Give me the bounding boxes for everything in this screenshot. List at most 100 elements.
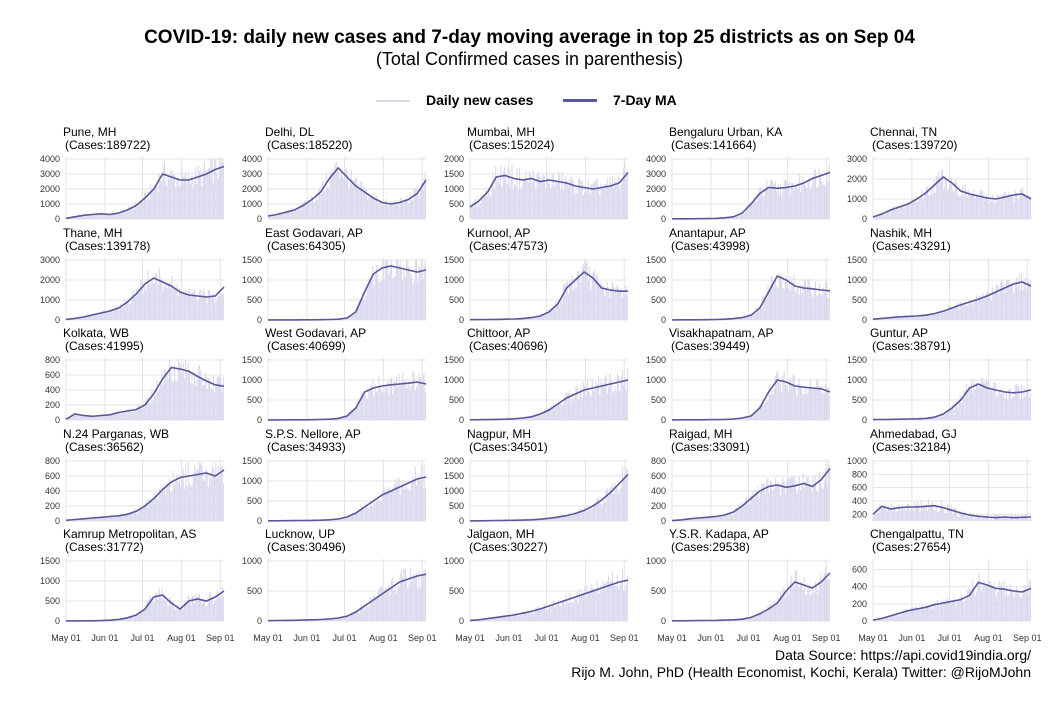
x-tick-label: May 01 xyxy=(657,633,687,643)
y-tick-label: 400 xyxy=(651,486,666,496)
chart-subtitle: (Total Confirmed cases in parenthesis) xyxy=(375,49,684,69)
y-tick-label: 500 xyxy=(449,199,464,209)
y-tick-label: 800 xyxy=(45,355,60,365)
panel-cases: (Cases:27654) xyxy=(872,540,951,554)
y-tick-label: 400 xyxy=(45,486,60,496)
y-tick-label: 2000 xyxy=(40,275,60,285)
y-tick-label: 4000 xyxy=(40,154,60,164)
panel: Thane, MH(Cases:139178) 0 1000 2000 3000 xyxy=(40,226,225,325)
panel-title: Kolkata, WB xyxy=(63,326,129,340)
y-tick-label: 0 xyxy=(661,616,666,626)
panel-title: Kamrup Metropolitan, AS xyxy=(63,527,196,541)
y-tick-label: 1500 xyxy=(444,169,464,179)
y-tick-label: 600 xyxy=(651,471,666,481)
y-tick-label: 1000 xyxy=(40,576,60,586)
ma-line xyxy=(672,171,831,220)
y-tick-label: 600 xyxy=(45,471,60,481)
panel-cases: (Cases:43998) xyxy=(671,239,750,253)
ma-line xyxy=(469,473,629,522)
y-tick-label: 1500 xyxy=(242,255,262,265)
panel-cases: (Cases:30496) xyxy=(267,540,346,554)
y-tick-label: 400 xyxy=(852,582,867,592)
y-tick-label: 1000 xyxy=(242,275,262,285)
panel: Jalgaon, MH(Cases:30227) 0 500 1000 May 01 Ju… xyxy=(444,527,639,643)
ma-line xyxy=(268,381,427,421)
y-tick-label: 0 xyxy=(862,315,867,325)
panel-title: Chittoor, AP xyxy=(467,326,530,340)
ma-line xyxy=(65,469,225,522)
y-tick-label: 1000 xyxy=(444,486,464,496)
y-tick-label: 200 xyxy=(852,599,867,609)
y-tick-label: 1000 xyxy=(847,375,867,385)
y-tick-label: 2000 xyxy=(444,456,464,466)
y-tick-label: 500 xyxy=(651,295,666,305)
panel: Pune, MH(Cases:189722) 0 1000 2000 3000 4000 xyxy=(40,125,225,224)
legend-swatch-ma xyxy=(563,99,597,102)
y-tick-label: 1000 xyxy=(242,199,262,209)
y-tick-label: 1500 xyxy=(646,255,666,265)
panel-title: S.P.S. Nellore, AP xyxy=(265,427,361,441)
y-tick-label: 0 xyxy=(459,616,464,626)
ma-line xyxy=(267,573,427,622)
panel-cases: (Cases:29538) xyxy=(671,540,750,554)
data-source-note: Data Source: https://api.covid19india.or… xyxy=(571,647,1031,681)
panel-title: Guntur, AP xyxy=(870,326,928,340)
panel-cases: (Cases:40696) xyxy=(469,339,548,353)
ma-line xyxy=(671,379,831,421)
panel-title: Chengalpattu, TN xyxy=(870,527,964,541)
y-tick-label: 0 xyxy=(862,616,867,626)
panel: Nagpur, MH(Cases:34501) 0 500 1000 1500 2000 xyxy=(444,427,629,526)
y-tick-label: 1000 xyxy=(444,556,464,566)
legend-label-daily: Daily new cases xyxy=(426,92,534,108)
panel-title: East Godavari, AP xyxy=(265,226,363,240)
x-tick-label: Aug 01 xyxy=(369,633,398,643)
panel-title: Delhi, DL xyxy=(265,125,315,139)
panel-cases: (Cases:47573) xyxy=(469,239,548,253)
panel-title: Visakhapatnam, AP xyxy=(669,326,774,340)
y-tick-label: 500 xyxy=(449,586,464,596)
x-tick-label: May 01 xyxy=(858,633,888,643)
panel: Ahmedabad, GJ(Cases:32184) 200 400 600 800 10… xyxy=(847,427,1032,521)
x-tick-label: Sep 01 xyxy=(408,633,437,643)
x-tick-label: Jul 01 xyxy=(736,633,760,643)
panel-title: Nashik, MH xyxy=(870,226,932,240)
panel-title: Anantapur, AP xyxy=(669,226,746,240)
panel-cases: (Cases:189722) xyxy=(65,138,150,152)
chart-title: COVID-19: daily new cases and 7-day movi… xyxy=(144,27,915,48)
y-tick-label: 500 xyxy=(449,395,464,405)
legend-label-ma: 7-Day MA xyxy=(613,92,677,108)
ma-line xyxy=(469,379,629,421)
ma-line xyxy=(872,281,1032,320)
ma-line xyxy=(267,166,427,217)
panel-title: N.24 Parganas, WB xyxy=(63,427,169,441)
y-tick-label: 1500 xyxy=(444,255,464,265)
y-tick-label: 1000 xyxy=(242,556,262,566)
ma-line xyxy=(469,171,629,208)
ma-line xyxy=(872,504,1032,519)
y-tick-label: 3000 xyxy=(40,255,60,265)
y-tick-label: 1000 xyxy=(847,456,867,466)
y-tick-label: 2000 xyxy=(40,184,60,194)
panel: Kurnool, AP(Cases:47573) 0 500 1000 1500 xyxy=(444,226,628,325)
ma-line xyxy=(671,274,831,321)
y-tick-label: 0 xyxy=(661,516,666,526)
y-tick-label: 0 xyxy=(55,516,60,526)
panel: Bengaluru Urban, KA(Cases:141664) 0 1000 20… xyxy=(646,125,831,224)
y-tick-label: 500 xyxy=(852,395,867,405)
y-tick-label: 500 xyxy=(247,496,262,506)
panel: Chittoor, AP(Cases:40696) 0 500 1000 1500 xyxy=(444,326,629,425)
panel-cases: (Cases:152024) xyxy=(469,138,554,152)
y-tick-label: 1000 xyxy=(646,199,666,209)
panel-cases: (Cases:41995) xyxy=(65,339,144,353)
panel: Raigad, MH(Cases:33091) 0 200 400 600 800 xyxy=(651,427,831,526)
y-tick-label: 0 xyxy=(257,516,262,526)
panel-title: Pune, MH xyxy=(63,125,116,139)
panel-cases: (Cases:36562) xyxy=(65,440,144,454)
y-tick-label: 500 xyxy=(247,395,262,405)
panel: Chengalpattu, TN(Cases:27654) 0 200 400 600 M… xyxy=(852,527,1042,643)
panel: Anantapur, AP(Cases:43998) 0 500 1000 1500 xyxy=(646,226,831,325)
y-tick-label: 4000 xyxy=(242,154,262,164)
y-tick-label: 500 xyxy=(651,395,666,405)
y-tick-label: 200 xyxy=(852,509,867,519)
